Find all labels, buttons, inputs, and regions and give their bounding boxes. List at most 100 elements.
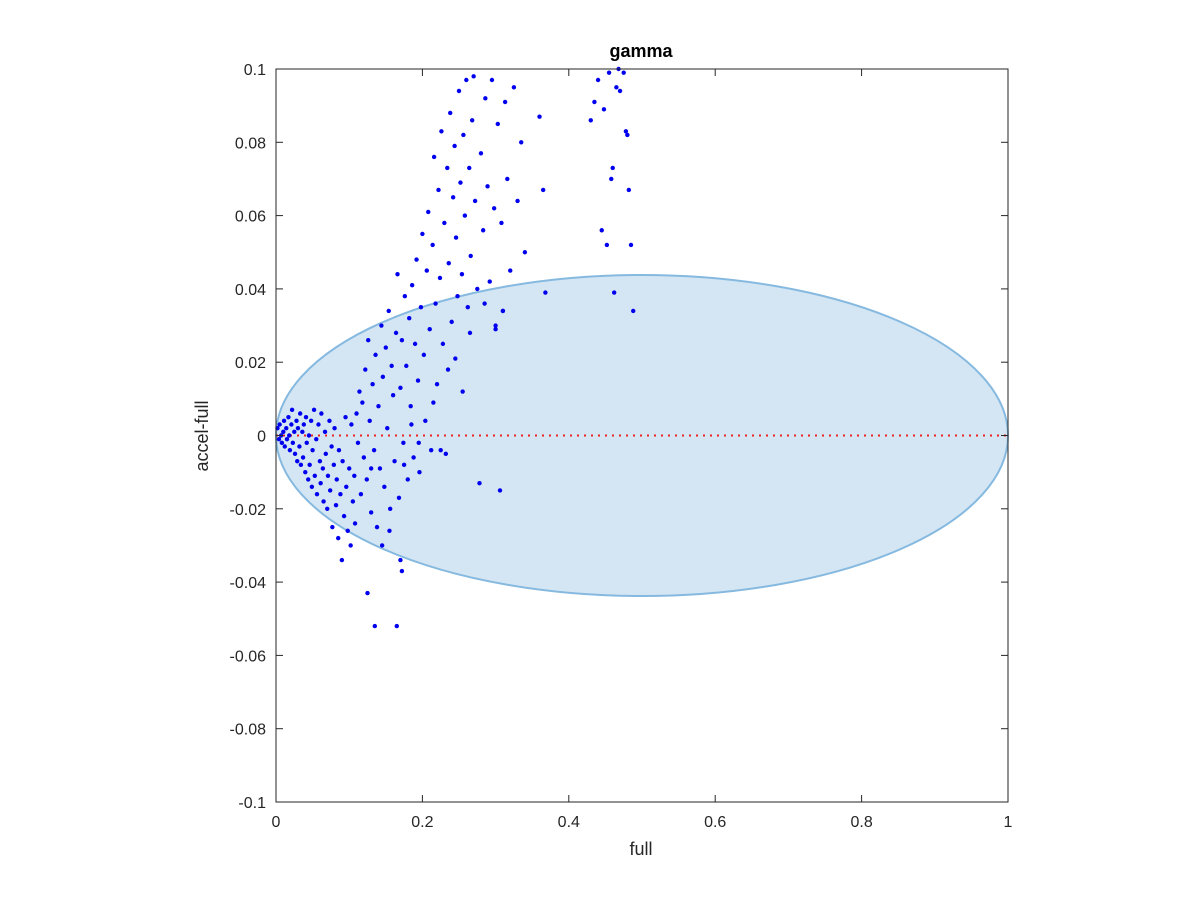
data-point [461,132,466,138]
data-point [281,429,286,435]
x-axis-label: full [629,839,652,859]
data-point [287,447,293,453]
data-point [508,268,513,273]
data-point [284,425,289,431]
data-point [478,151,484,156]
data-point [329,444,334,449]
data-point [511,85,517,90]
data-point [453,356,458,361]
data-point [339,557,345,563]
data-point [407,316,412,321]
y-tick-label: 0 [257,429,266,446]
data-point [312,473,317,479]
data-point [440,341,446,347]
data-point [537,114,542,119]
data-point [325,473,331,479]
y-tick-label: 0.04 [235,282,266,299]
data-point [617,88,623,94]
data-point [277,422,282,427]
data-point [303,469,308,475]
data-point [427,327,432,332]
data-point [338,491,343,497]
data-point [309,484,315,490]
data-point [300,455,306,460]
data-point [455,294,460,299]
data-point [417,469,422,475]
x-tick-label: 0.8 [850,814,872,831]
data-point [448,110,453,116]
x-tick-label: 1 [1004,814,1013,831]
x-tick-label: 0 [272,814,281,831]
data-point [357,389,362,394]
data-point [499,220,504,226]
data-point [316,422,321,427]
data-point [279,440,285,446]
data-point [628,242,634,248]
data-point [402,294,408,299]
data-point [625,132,630,138]
data-point [477,480,482,486]
y-axis-ticks: 0.1 0.08 0.06 0.04 0.02 0 -0.02 -0.04 -0.06 -0.08… [230,62,1008,812]
chart-title: gamma [609,41,673,61]
data-point [303,414,309,420]
data-point [352,473,357,479]
data-point [412,341,418,347]
data-point [458,180,463,185]
data-point [493,323,498,328]
data-point [365,590,370,596]
data-point [374,524,380,530]
data-point [387,528,392,533]
data-point [282,444,287,449]
data-point [392,458,397,464]
data-point [409,422,414,427]
data-point [519,140,524,145]
data-point [372,623,378,629]
data-point [290,440,296,446]
data-point [368,466,374,471]
data-point [472,198,478,204]
data-point [468,253,473,259]
data-point [336,447,342,453]
data-point [301,422,307,427]
data-point [614,85,619,90]
x-axis-ticks: 0 0.2 0.4 0.6 0.8 1 [272,69,1013,831]
data-point [398,385,403,391]
y-tick-label: 0.06 [235,209,266,226]
y-tick-label: -0.06 [230,648,267,665]
data-point [297,411,303,416]
y-tick-label: 0.1 [244,62,266,79]
data-point [540,187,546,193]
data-point [394,623,399,629]
y-tick-label: -0.1 [238,795,266,812]
data-point [317,458,323,464]
data-point [376,403,381,409]
data-point [286,433,292,438]
y-tick-label: -0.04 [230,575,267,592]
data-point [443,451,449,457]
data-point [442,220,447,226]
y-tick-label: -0.08 [230,722,267,739]
data-point [383,345,388,350]
data-point [314,491,320,497]
data-point [439,129,444,134]
data-point [436,187,441,193]
data-point [306,433,312,438]
data-point [304,440,309,446]
data-point [464,77,469,83]
data-point [495,121,500,127]
data-point [295,458,300,464]
data-point [345,528,350,533]
data-point [308,418,314,424]
data-point [399,568,405,574]
data-point [323,451,328,457]
data-point [610,165,615,171]
data-point [289,407,295,413]
data-point [370,381,375,387]
y-tick-label: -0.02 [230,502,267,519]
data-point [601,107,607,112]
data-point [286,414,291,420]
data-point [505,176,510,182]
data-point [284,436,290,442]
data-point [276,436,282,442]
data-point [385,425,390,431]
